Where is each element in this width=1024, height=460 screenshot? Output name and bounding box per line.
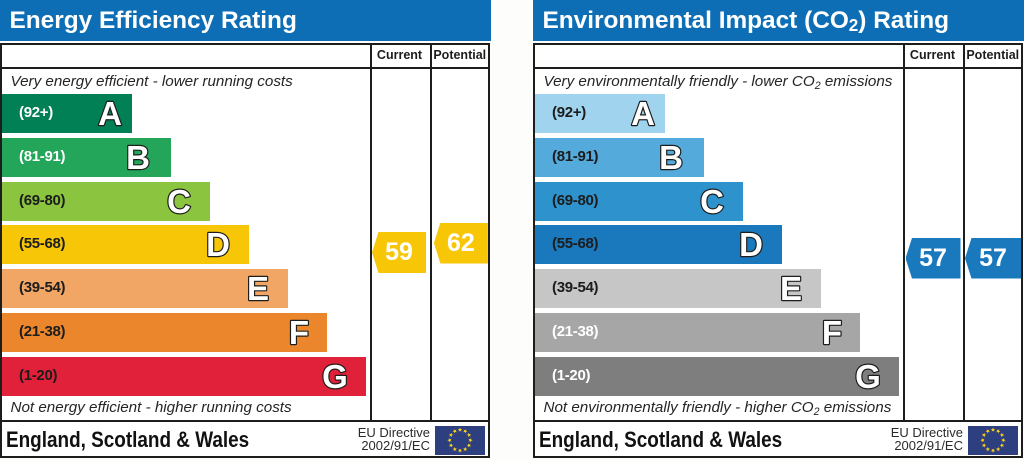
svg-text:A: A — [98, 95, 122, 132]
svg-text:G: G — [322, 358, 348, 395]
svg-text:B: B — [126, 139, 150, 176]
svg-text:B: B — [659, 139, 683, 176]
svg-text:F: F — [288, 314, 308, 351]
svg-text:E: E — [780, 270, 802, 307]
svg-text:D: D — [739, 226, 763, 263]
svg-text:G: G — [855, 358, 881, 395]
svg-text:D: D — [206, 226, 230, 263]
svg-text:E: E — [247, 270, 269, 307]
svg-text:C: C — [700, 183, 724, 220]
svg-text:F: F — [821, 314, 841, 351]
svg-text:A: A — [631, 95, 655, 132]
svg-text:C: C — [167, 183, 191, 220]
